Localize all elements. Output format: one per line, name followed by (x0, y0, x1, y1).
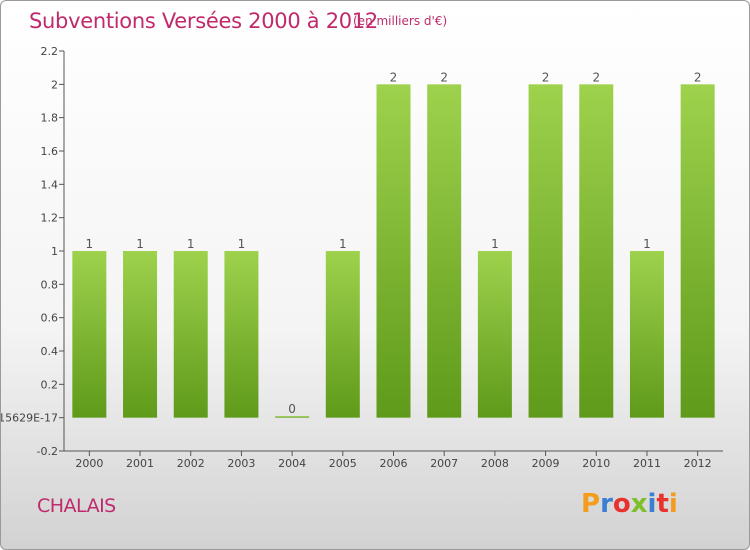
bar-2010 (579, 84, 614, 418)
bar-2007 (427, 84, 462, 418)
data-label: 1 (86, 237, 94, 251)
x-tick-label: 2002 (177, 457, 205, 470)
y-tick-label: 1.15629E-17 (1, 412, 58, 425)
bar-2000 (72, 251, 107, 418)
x-tick-label: 2008 (481, 457, 509, 470)
x-tick-label: 2006 (380, 457, 408, 470)
x-tick-label: 2001 (126, 457, 154, 470)
x-tick-label: 2003 (227, 457, 255, 470)
y-tick-label: 0.8 (41, 278, 59, 291)
bar-2004 (275, 416, 310, 418)
bar-2011 (629, 251, 664, 418)
logo-letter: i (647, 489, 657, 519)
data-label: 1 (187, 237, 195, 251)
data-label: 1 (339, 237, 347, 251)
data-label: 0 (288, 402, 296, 416)
data-label: 2 (694, 70, 702, 84)
x-tick-label: 2004 (278, 457, 306, 470)
data-label: 1 (643, 237, 651, 251)
x-tick-label: 2009 (532, 457, 560, 470)
bar-2001 (123, 251, 158, 418)
y-tick-label: 1 (51, 245, 58, 258)
data-label: 1 (238, 237, 246, 251)
bar-2009 (528, 84, 563, 418)
y-tick-label: 1.6 (41, 145, 59, 158)
x-tick-label: 2000 (75, 457, 103, 470)
y-tick-label: 0.2 (41, 378, 59, 391)
y-tick-label: 2 (51, 78, 58, 91)
x-tick-label: 2007 (430, 457, 458, 470)
proxiti-logo[interactable]: Proxiti (581, 489, 678, 519)
data-label: 2 (542, 70, 550, 84)
y-tick-label: 0.4 (41, 345, 59, 358)
bar-2012 (680, 84, 715, 418)
plot-area: -0.2 1.15629E-17 0.2 0.4 0.6 0.8 1 1.2 1.4 1.6 1.8… (1, 45, 723, 470)
data-label: 2 (592, 70, 600, 84)
bar-2008 (477, 251, 512, 418)
data-label: 1 (491, 237, 499, 251)
y-tick-label: -0.2 (37, 445, 58, 458)
logo-letter: i (668, 489, 678, 519)
y-tick-label: 2.2 (41, 45, 59, 58)
data-label: 1 (136, 237, 144, 251)
bar-2002 (173, 251, 208, 418)
x-tick-label: 2010 (582, 457, 610, 470)
y-tick-label: 0.6 (41, 312, 59, 325)
logo-letter: o (612, 489, 631, 519)
bar-2005 (325, 251, 360, 418)
y-tick-label: 1.4 (41, 178, 59, 191)
logo-letter: t (656, 489, 669, 519)
x-tick-label: 2012 (684, 457, 712, 470)
logo-letter: x (630, 489, 648, 519)
chart-title: Subventions Versées 2000 à 2012 (29, 9, 378, 33)
logo-letter: r (600, 489, 613, 519)
data-label: 2 (390, 70, 398, 84)
x-tick-label: 2011 (633, 457, 661, 470)
bar-2003 (224, 251, 259, 418)
bar-2006 (376, 84, 411, 418)
y-tick-label: 1.8 (41, 112, 59, 125)
logo-letter: P (581, 489, 601, 519)
x-tick-label: 2005 (329, 457, 357, 470)
data-label: 2 (440, 70, 448, 84)
commune-name: CHALAIS (37, 495, 116, 517)
chart-subtitle: (en milliers d'€) (353, 14, 448, 28)
y-tick-label: 1.2 (41, 212, 59, 225)
